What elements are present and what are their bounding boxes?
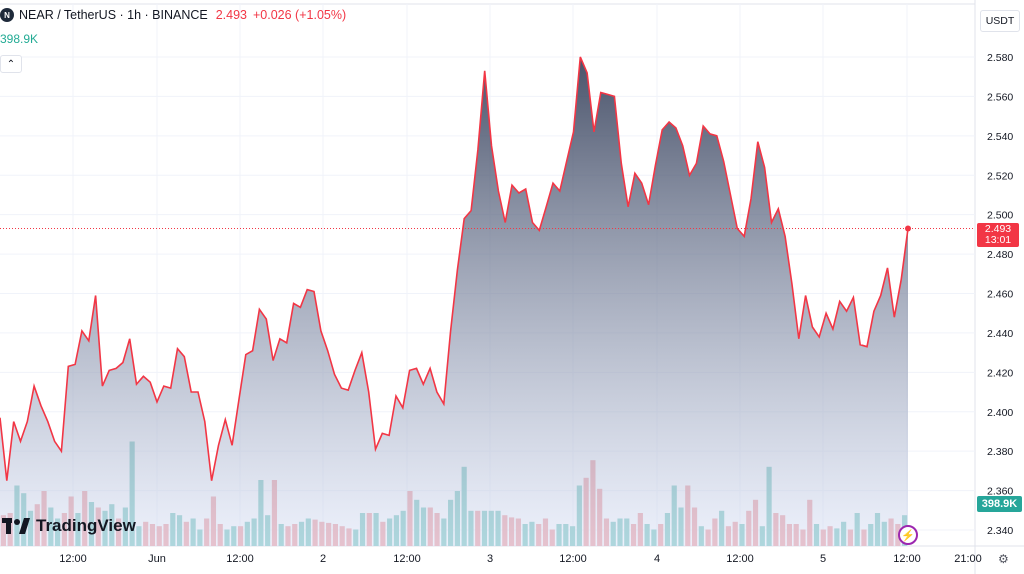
legend-change: +0.026 (+1.05%) — [253, 8, 347, 22]
x-tick-label: 21:00 — [954, 553, 982, 565]
chevron-up-icon: ⌃ — [6, 58, 16, 70]
legend-price: 2.493 — [215, 8, 247, 22]
tradingview-logo[interactable]: TradingView — [2, 516, 136, 536]
tradingview-logo-icon — [2, 518, 30, 534]
currency-button[interactable]: USDT — [980, 10, 1020, 32]
symbol-title[interactable]: NEAR / TetherUS · 1h · BINANCE — [19, 8, 208, 22]
x-tick-label: 12:00 — [559, 553, 587, 565]
y-tick-label: 2.360 — [987, 486, 1013, 498]
y-tick-label: 2.540 — [987, 131, 1013, 143]
lightning-icon[interactable]: ⚡ — [898, 525, 918, 545]
y-tick-label: 2.560 — [987, 91, 1013, 103]
last-price-value: 2.493 — [984, 223, 1012, 235]
y-tick-label: 2.460 — [987, 289, 1013, 301]
price-axis: 2.580 2.560 2.540 2.520 2.500 2.480 2.460 2.440… — [987, 52, 1013, 537]
x-tick-label: 5 — [820, 553, 826, 565]
symbol-legend: N NEAR / TetherUS · 1h · BINANCE 2.493 +… — [0, 8, 346, 22]
time-axis: 12:00 Jun 12:00 2 12:00 3 12:00 4 12:00 5 12:00 21:… — [59, 553, 982, 565]
near-coin-icon[interactable]: N — [0, 8, 14, 22]
bar-countdown: 13:01 — [984, 234, 1012, 246]
x-tick-label: 12:00 — [726, 553, 754, 565]
y-tick-label: 2.440 — [987, 328, 1013, 340]
y-tick-label: 2.480 — [987, 249, 1013, 261]
y-tick-label: 2.580 — [987, 52, 1013, 64]
y-tick-label: 2.420 — [987, 367, 1013, 379]
y-tick-label: 2.500 — [987, 210, 1013, 222]
y-tick-label: 2.340 — [987, 525, 1013, 537]
x-tick-label: 12:00 — [393, 553, 421, 565]
brand-name: TradingView — [36, 516, 136, 535]
collapse-legend-button[interactable]: ⌃ — [0, 55, 22, 73]
last-price-tag: 2.493 13:01 — [977, 223, 1019, 247]
gear-icon[interactable]: ⚙ — [998, 552, 1009, 566]
x-tick-label: 3 — [487, 553, 493, 565]
x-tick-label: 2 — [320, 553, 326, 565]
y-tick-label: 2.520 — [987, 170, 1013, 182]
x-tick-label: 12:00 — [59, 553, 87, 565]
last-price-dot — [905, 225, 911, 232]
volume-price-tag: 398.9K — [977, 496, 1022, 512]
y-tick-label: 2.400 — [987, 407, 1013, 419]
price-area — [0, 56, 975, 546]
price-line — [0, 56, 909, 481]
x-tick-label: 4 — [654, 553, 660, 565]
x-tick-label: 12:00 — [893, 553, 921, 565]
x-tick-label: Jun — [148, 553, 166, 565]
volume-legend: 398.9K — [0, 32, 39, 46]
y-tick-label: 2.380 — [987, 446, 1013, 458]
x-tick-label: 12:00 — [226, 553, 254, 565]
